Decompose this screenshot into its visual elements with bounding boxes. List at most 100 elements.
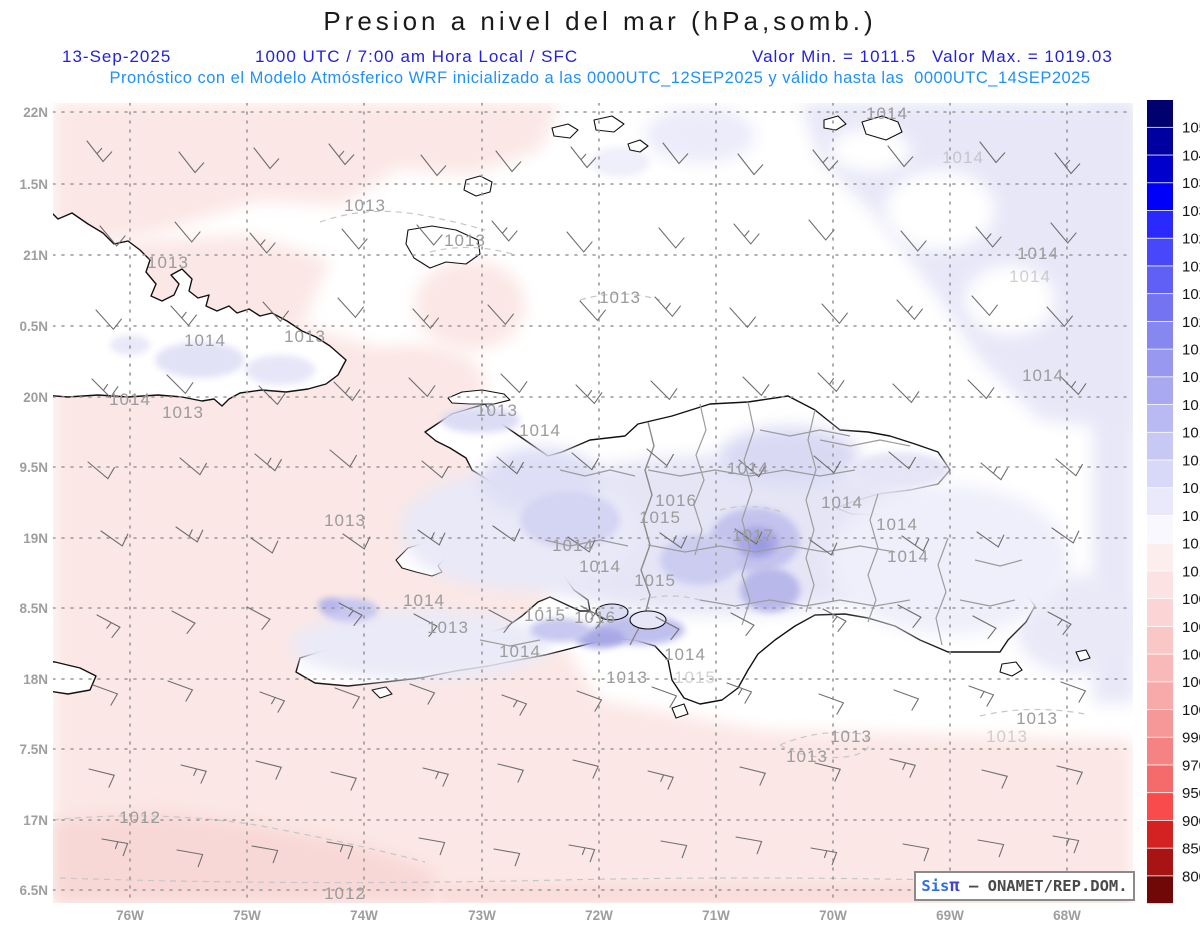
wind-barb: [813, 455, 841, 474]
wind-barb: [408, 377, 436, 398]
lat-tick-label: 7.5N: [19, 742, 48, 757]
branding-box: Sis π – ONAMET/REP.DOM.: [914, 871, 1135, 901]
wind-barb: [333, 381, 361, 402]
colorbar-segment: [1147, 876, 1173, 904]
colorbar-tick-label: 1020: [1182, 314, 1200, 331]
colorbar-tick-label: 1030: [1182, 203, 1200, 220]
wind-barb: [334, 687, 361, 709]
wind-barb: [171, 610, 196, 634]
saona-island: [999, 661, 1023, 677]
pressure-contour-label: 1012: [119, 808, 161, 827]
pressure-contour-label: 1013: [786, 747, 828, 766]
wind-barb: [980, 462, 1008, 481]
value-max-label: Valor Max. = 1019.03: [932, 47, 1113, 66]
wind-barb: [1059, 375, 1087, 396]
pressure-contour-label: 1015: [524, 606, 566, 625]
pressure-contour-label: 1014: [727, 459, 769, 478]
forecast-date: 13-Sep-2025: [62, 47, 172, 66]
lat-tick-label: 18N: [23, 672, 48, 687]
wind-barb: [92, 684, 119, 706]
wind-barb: [646, 448, 674, 467]
wind-barb: [900, 230, 927, 252]
wind-barb: [576, 690, 603, 712]
pressure-contour-label: 1013: [444, 231, 486, 250]
colorbar-segment: [1147, 488, 1173, 516]
wind-barb: [889, 758, 916, 778]
wind-barb: [254, 453, 282, 472]
wind-barb: [250, 537, 279, 554]
pressure-contour-label: 1013: [324, 511, 366, 530]
pressure-contour-label: 1014: [1017, 244, 1059, 263]
colorbar-tick-label: 950: [1182, 785, 1200, 802]
colorbar-segment: [1147, 349, 1173, 377]
wind-barb: [420, 154, 447, 177]
colorbar-segment: [1147, 543, 1173, 571]
wind-barb: [976, 531, 1005, 548]
wind-barb: [901, 535, 930, 552]
wind-barb: [338, 602, 363, 626]
turks-island-1: [823, 115, 847, 131]
wind-barb: [737, 153, 764, 176]
pressure-contour-label: 1013: [986, 727, 1028, 746]
wind-barb: [735, 836, 763, 855]
wind-barb: [170, 305, 197, 327]
colorbar-tick-label: 1028: [1182, 231, 1200, 248]
colorbar: 1050 1040 1035 1030 1028 1025 1022 1020 1019 1018…: [1147, 100, 1200, 904]
pressure-contour-label: 1013: [162, 403, 204, 422]
wind-barb: [730, 612, 755, 636]
wind-barb: [487, 304, 514, 326]
wind-barb: [654, 296, 681, 318]
wind-barb: [91, 378, 119, 399]
colorbar-segment: [1147, 682, 1173, 710]
great-inagua-island: [405, 225, 481, 269]
colorbar-tick-label: 1015: [1182, 452, 1200, 469]
pressure-contour-label: 1014: [866, 104, 908, 123]
pressure-contour-label: 1014: [821, 493, 863, 512]
ile-a-vache-island: [371, 686, 393, 699]
wind-barb: [180, 764, 207, 784]
colorbar-segment: [1147, 377, 1173, 405]
beata-island: [671, 703, 689, 719]
wind-barb: [888, 451, 916, 470]
wind-barb: [651, 686, 678, 708]
lake-enriquillo: [629, 610, 667, 630]
wind-barb: [500, 373, 528, 394]
colorbar-segment: [1147, 848, 1173, 876]
caicos-island-3: [627, 139, 649, 153]
lon-tick-label: 71W: [702, 908, 730, 923]
wind-barb: [497, 763, 524, 783]
colorbar-segment: [1147, 183, 1173, 211]
wind-barb: [972, 615, 997, 639]
colorbar-segment: [1147, 599, 1173, 626]
wind-barb: [166, 374, 194, 395]
wind-barb: [178, 151, 205, 174]
wind-barb: [738, 459, 766, 478]
turks-island-2: [861, 115, 903, 141]
lat-tick-label: 22N: [23, 105, 48, 120]
colorbar-segment: [1147, 709, 1173, 737]
wind-barb: [1052, 835, 1080, 854]
wind-barb: [1051, 527, 1080, 544]
colorbar-segment: [1147, 238, 1173, 266]
lat-tick-label: 6.5N: [19, 883, 48, 898]
colorbar-tick-label: 970: [1182, 757, 1200, 774]
wind-barb: [726, 682, 753, 704]
wind-barb: [501, 694, 528, 716]
pressure-contour-label: 1014: [184, 331, 226, 350]
wind-barb: [571, 452, 599, 471]
wind-barb: [977, 839, 1005, 858]
wind-barb: [822, 608, 847, 632]
colorbar-tick-label: 1022: [1182, 286, 1200, 303]
wind-barb: [968, 685, 995, 707]
pressure-contour-label: 1014: [664, 645, 706, 664]
colorbar-tick-label: 800: [1182, 868, 1200, 885]
wind-barb: [814, 762, 841, 782]
wind-barb: [658, 227, 685, 249]
pressure-contour-label: 1015: [634, 571, 676, 590]
wind-barb: [733, 223, 760, 245]
wind-barb: [326, 841, 354, 860]
colorbar-tick-label: 1040: [1182, 147, 1200, 164]
colorbar-segment: [1147, 765, 1173, 793]
wind-barb: [101, 838, 129, 857]
pressure-shading-island: [110, 335, 1070, 680]
